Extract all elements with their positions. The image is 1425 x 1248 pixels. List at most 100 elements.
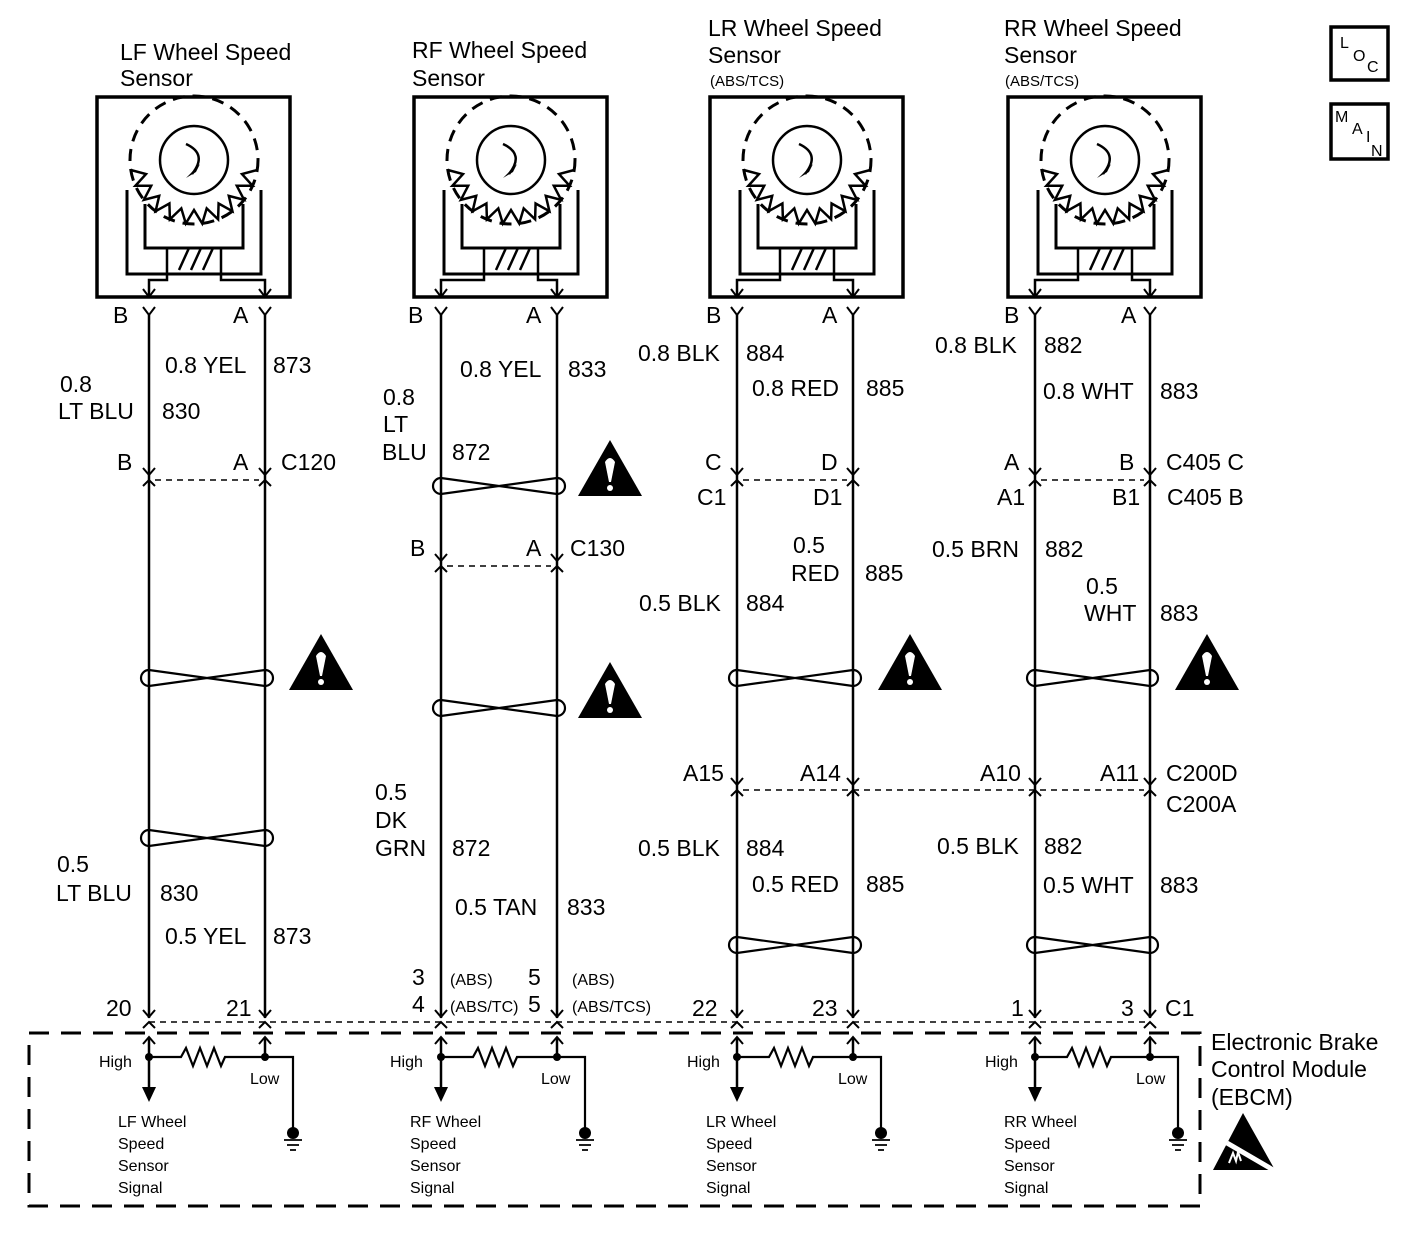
twisted-pair-icon: [431, 476, 567, 496]
ebcm-pin: 5: [528, 991, 541, 1017]
wire-color: 0.8 BLK: [935, 332, 1017, 358]
connector-female-terminal: [142, 478, 156, 487]
signal-arrow-icon: [142, 1087, 156, 1102]
wire-color: 0.8 YEL: [165, 352, 247, 378]
connector-female-terminal: [846, 478, 860, 487]
main-button-icon[interactable]: M A I N: [1329, 102, 1390, 161]
rotor-hub: [771, 124, 843, 196]
signal-label: Sensor: [1004, 1158, 1055, 1175]
rr-channel-labels: RR Wheel Speed Sensor (ABS/TCS) B A 0.8 …: [932, 15, 1244, 1197]
pin-label: B: [113, 302, 128, 328]
connector-pin: A: [1004, 449, 1020, 475]
loc-button-icon[interactable]: L O C: [1329, 25, 1390, 82]
ground-symbol-lines: [576, 1139, 594, 1151]
circuit-number: 830: [160, 880, 198, 906]
connector-female-terminal: [142, 1020, 156, 1029]
connector-terminal: [434, 306, 448, 317]
lead-arrow: [434, 288, 448, 299]
connector-name: C120: [281, 449, 336, 475]
connector-male-terminal: [846, 467, 860, 477]
exclamation-dot: [607, 707, 613, 713]
wire-color: 0.8 WHT: [1043, 378, 1134, 404]
pin-label: A: [233, 302, 249, 328]
rotation-arrowhead: [799, 164, 813, 178]
coil-icon: [177, 247, 215, 271]
signal-label: LF Wheel: [118, 1114, 186, 1131]
circuit-number: 883: [1160, 378, 1198, 404]
wire-size: 0.5: [57, 851, 89, 877]
lead-arrow: [142, 288, 156, 299]
exclamation-dot: [1204, 679, 1210, 685]
wheel-speed-sensor-icon: [412, 94, 609, 317]
main-letter: N: [1371, 143, 1383, 160]
circuit-number: 882: [1045, 536, 1083, 562]
ebcm-pin: 4: [412, 991, 425, 1017]
exclamation-mark: [605, 680, 615, 704]
lead-arrow: [730, 288, 744, 299]
warning-triangle-icon: [289, 634, 353, 690]
circuit-number: 830: [162, 398, 200, 424]
ground-symbol-lines: [1169, 1139, 1187, 1151]
wire-color: 0.5 BRN: [932, 536, 1019, 562]
resistor-icon: [1035, 1044, 1180, 1128]
ground-symbol-lines: [284, 1139, 302, 1151]
connector-male-terminal: [1028, 467, 1042, 477]
connector-pin: A1: [997, 484, 1025, 510]
ebcm-pin: 3: [412, 964, 425, 990]
connector-name: C405 C: [1166, 449, 1244, 475]
wire-color: 0.8 RED: [752, 375, 839, 401]
wire-color: 0.5 RED: [752, 871, 839, 897]
pole-piece: [125, 190, 263, 276]
ebcm-pin: 23: [812, 995, 838, 1021]
lead-arrow: [550, 288, 564, 299]
connector-female-terminal: [1143, 1020, 1157, 1029]
circuit-number: 873: [273, 352, 311, 378]
circuit-number: 884: [746, 340, 785, 366]
connector-male-terminal: [550, 553, 564, 563]
signal-label: RR Wheel: [1004, 1114, 1077, 1131]
rr-title: RR Wheel Speed: [1004, 15, 1182, 41]
exclamation-dot: [318, 679, 324, 685]
connector-pin: A10: [980, 760, 1021, 786]
low-label: Low: [1136, 1071, 1166, 1088]
resistor-icon: [149, 1044, 295, 1128]
high-label: High: [390, 1054, 423, 1071]
connector-pin: D: [821, 449, 838, 475]
tone-ring-teeth: [743, 168, 871, 227]
signal-arrow-icon: [434, 1087, 448, 1102]
ebcm-pin: 5: [528, 964, 541, 990]
connector-name: C200A: [1166, 791, 1237, 817]
lf-title: LF Wheel Speed: [120, 39, 291, 65]
connector-male-terminal: [730, 777, 744, 787]
exclamation-mark: [905, 652, 915, 676]
pole-piece-inner: [143, 204, 245, 250]
circuit-number: 884: [746, 835, 785, 861]
low-label: Low: [250, 1071, 280, 1088]
wire-color: BLU: [382, 439, 427, 465]
connector-male-terminal: [730, 1009, 744, 1019]
pole-piece-inner: [1054, 204, 1156, 250]
connector-male-terminal: [258, 467, 272, 477]
circuit-number: 872: [452, 439, 490, 465]
connector-female-terminal: [1143, 788, 1157, 797]
connector-pin: C: [705, 449, 722, 475]
circuit-number: 884: [746, 590, 785, 616]
lr-subtitle: (ABS/TCS): [710, 73, 784, 90]
connector-female-terminal: [846, 1020, 860, 1029]
ebcm-pin: 3: [1121, 995, 1134, 1021]
connector-pin: D1: [813, 484, 842, 510]
ground-symbol-lines: [872, 1139, 890, 1151]
lr-channel-labels: LR Wheel Speed Sensor (ABS/TCS) B A 0.8 …: [638, 15, 904, 1197]
tone-ring-outline: [445, 94, 577, 226]
connector-terminal: [142, 306, 156, 317]
rf-title: Sensor: [412, 65, 485, 91]
connector-pin: B: [1119, 449, 1134, 475]
wire-color: 0.5 BLK: [937, 833, 1019, 859]
tone-ring-outline: [1039, 94, 1171, 226]
wire-color: 0.8 BLK: [638, 340, 720, 366]
circuit-number: 872: [452, 835, 490, 861]
rotor-hub: [475, 124, 547, 196]
connector-male-terminal: [142, 1009, 156, 1019]
signal-label: Speed: [118, 1136, 164, 1153]
loc-letter: O: [1353, 48, 1365, 65]
